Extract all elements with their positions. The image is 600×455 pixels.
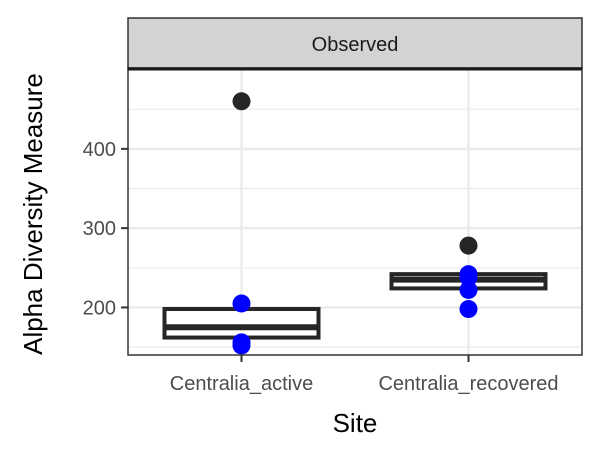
outlier-point bbox=[232, 92, 251, 111]
outlier-point bbox=[459, 236, 478, 255]
y-axis: 200 300 400 bbox=[83, 139, 128, 319]
y-tick-label: 400 bbox=[83, 139, 116, 161]
x-axis: Centralia_active Centralia_recovered bbox=[170, 355, 559, 395]
gridlines bbox=[128, 68, 582, 355]
facet-strip-label: Observed bbox=[312, 34, 399, 56]
y-axis-title: Alpha Diversity Measure bbox=[18, 73, 48, 355]
y-tick-label: 300 bbox=[83, 218, 116, 240]
point-layer bbox=[232, 265, 478, 355]
y-tick-label: 200 bbox=[83, 297, 116, 319]
box-iqr bbox=[162, 307, 321, 340]
facet-strip bbox=[127, 17, 583, 69]
x-tick-label: Centralia_active bbox=[170, 373, 313, 395]
x-axis-title: Site bbox=[333, 408, 378, 438]
sample-point bbox=[232, 333, 251, 352]
sample-point bbox=[459, 280, 478, 299]
sample-point bbox=[232, 294, 251, 313]
x-tick-label: Centralia_recovered bbox=[378, 373, 558, 395]
sample-point bbox=[459, 265, 478, 284]
sample-point bbox=[459, 300, 478, 319]
